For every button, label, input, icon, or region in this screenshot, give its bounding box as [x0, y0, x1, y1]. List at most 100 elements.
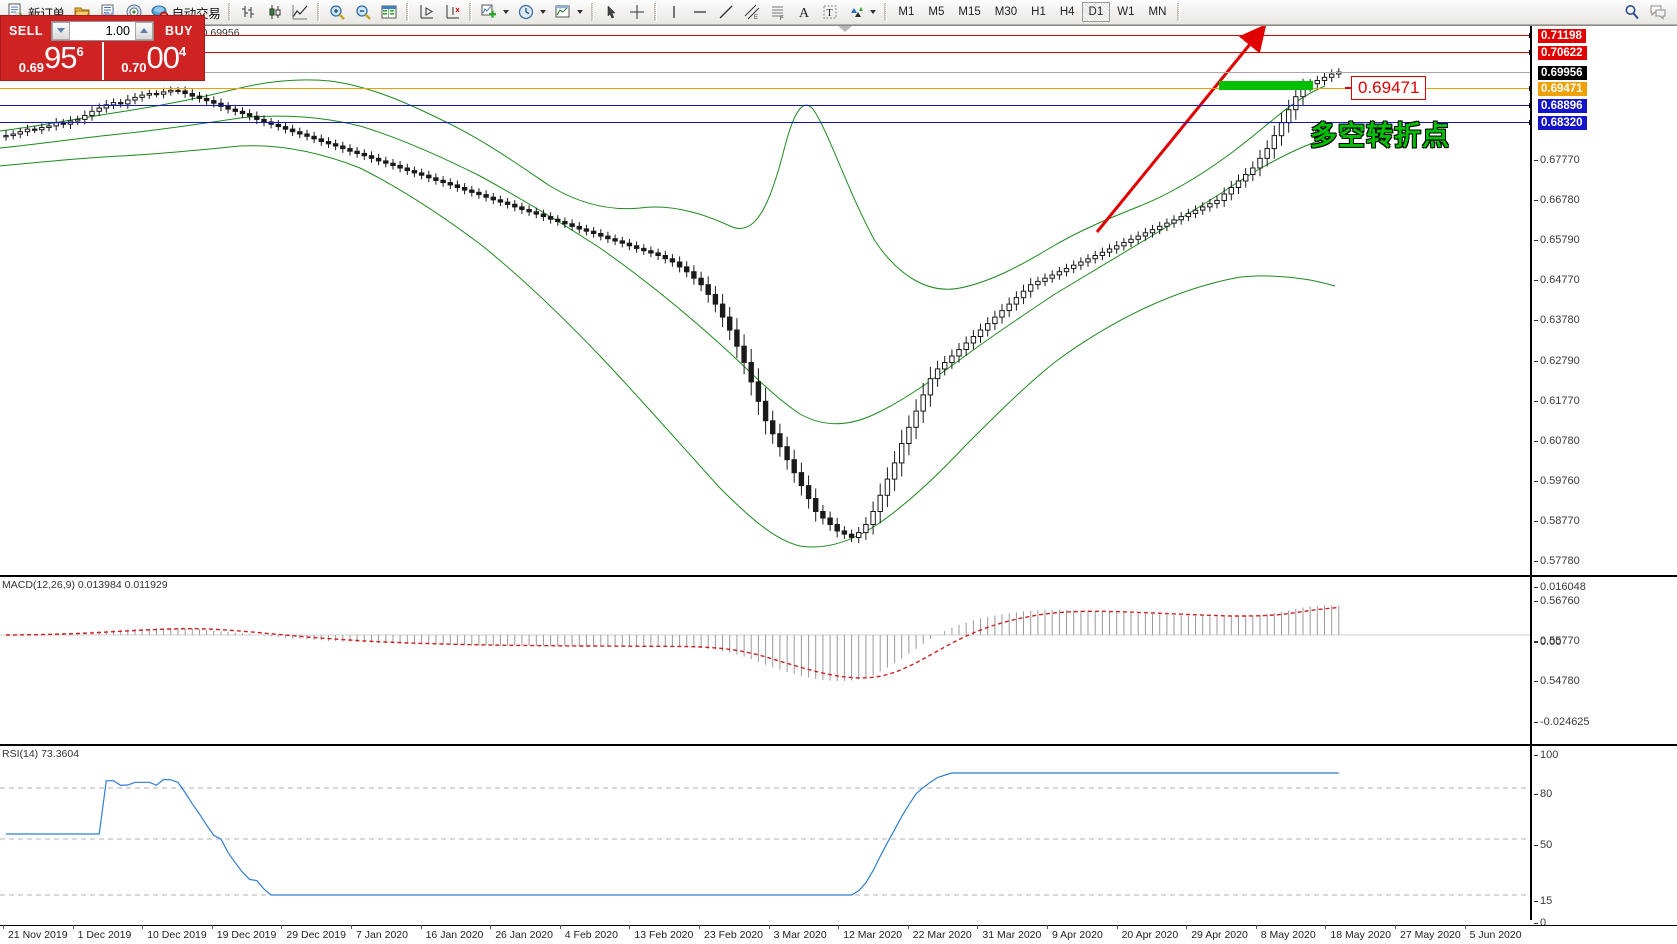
price-axis-tick: 0.66780 [1534, 194, 1580, 207]
price-axis[interactable]: 0.71198 0.70622 0.69956 0.69471 0.68896 … [1530, 26, 1677, 929]
date-axis-tick: 29 Dec 2019 [281, 925, 346, 941]
main-toolbar: 新订单 [0, 0, 1677, 25]
price-axis-tick: 0.65790 [1534, 234, 1580, 247]
crosshair-tool-button[interactable] [624, 1, 650, 23]
date-axis-tick: 29 Apr 2020 [1186, 925, 1248, 941]
timeframe-w1[interactable]: W1 [1110, 2, 1141, 22]
price-line-071198[interactable] [0, 33, 1530, 38]
chevron-down-icon[interactable] [577, 10, 584, 14]
timeframe-label: H1 [1031, 6, 1046, 18]
rsi-pane-divider[interactable] [0, 744, 1677, 746]
chart-annotation-text[interactable]: 多空转折点 [1310, 121, 1450, 151]
timeframe-group: M1 M5 M15 M30 H1 H4 D1 W1 MN [891, 2, 1173, 22]
line-handle[interactable] [1529, 86, 1530, 91]
date-axis-tick: 8 May 2020 [1255, 925, 1316, 941]
line-handle[interactable] [1529, 33, 1530, 38]
chat-button[interactable] [1645, 1, 1671, 23]
volume-increment-button[interactable] [135, 21, 153, 40]
timeframe-m15[interactable]: M15 [951, 2, 987, 22]
sell-price-button[interactable]: 0.69 95 6 [1, 42, 102, 80]
price-line-068320[interactable] [0, 120, 1530, 125]
window-splitter-marker[interactable] [838, 26, 852, 32]
chart-shift-button[interactable] [439, 1, 465, 23]
line-handle[interactable] [1529, 50, 1530, 55]
chat-icon [1649, 3, 1667, 21]
grid-icon [380, 3, 398, 21]
toolbar-separator [654, 3, 658, 21]
vertical-line-tool-button[interactable] [661, 1, 687, 23]
timeframe-h4[interactable]: H4 [1053, 2, 1082, 22]
timeframe-m1[interactable]: M1 [891, 2, 921, 22]
toolbar-separator [469, 3, 473, 21]
price-line-069471[interactable] [0, 86, 1530, 91]
bar-chart-button[interactable] [235, 1, 261, 23]
date-axis-tick: 13 Feb 2020 [629, 925, 694, 941]
chevron-down-icon[interactable] [503, 10, 510, 14]
buy-price-fraction: 4 [179, 44, 187, 59]
timeframe-m30[interactable]: M30 [988, 2, 1024, 22]
price-callout[interactable]: 0.69471 [1344, 76, 1427, 100]
search-icon [1623, 3, 1641, 21]
trendline-tool-button[interactable] [713, 1, 739, 23]
support-zone-highlight[interactable] [1219, 81, 1313, 90]
chevron-down-icon[interactable] [870, 10, 877, 14]
price-axis-tick: 0.59760 [1534, 474, 1580, 487]
templates-button[interactable] [550, 1, 587, 23]
price-axis-tick: 0.63780 [1534, 314, 1580, 327]
auto-scroll-icon [417, 3, 435, 21]
svg-text:F: F [780, 16, 784, 21]
buy-price-big: 00 [146, 40, 180, 75]
toolbar-separator [884, 3, 888, 21]
volume-value[interactable]: 1.00 [105, 23, 130, 38]
buy-button-label[interactable]: BUY [165, 23, 193, 38]
search-button[interactable] [1619, 1, 1645, 23]
timeframe-d1[interactable]: D1 [1081, 2, 1111, 22]
arrows-tool-button[interactable] [843, 1, 880, 23]
data-window-button[interactable] [376, 1, 402, 23]
date-axis-tick: 20 Apr 2020 [1116, 925, 1179, 941]
horizontal-line-tool-button[interactable] [687, 1, 713, 23]
rsi-pane[interactable]: RSI(14) 73.3604 [0, 748, 1530, 920]
line-handle[interactable] [1529, 103, 1530, 108]
candlestick-icon [265, 3, 283, 21]
candlestick-chart-button[interactable] [261, 1, 287, 23]
text-label-tool-button[interactable]: T [817, 1, 843, 23]
chart-window[interactable]: AUDUSD-,Daily 0.69399 0.70630 0.69318 0.… [0, 25, 1677, 944]
timeframe-m5[interactable]: M5 [921, 2, 951, 22]
text-tool-button[interactable]: A [791, 1, 817, 23]
price-line-068896[interactable] [0, 103, 1530, 108]
metaeditor-button[interactable] [95, 1, 121, 23]
one-click-trading-panel[interactable]: SELL 1.00 BUY 0.69 95 6 0.70 00 4 [0, 15, 205, 81]
price-tag-069956-current: 0.69956 [1538, 66, 1587, 80]
sell-price-lead: 0.69 [18, 60, 45, 75]
timeframe-h1[interactable]: H1 [1024, 2, 1053, 22]
indicators-button[interactable] [476, 1, 513, 23]
line-handle[interactable] [1529, 120, 1530, 125]
macd-pane[interactable]: MACD(12,26,9) 0.013984 0.011929 [0, 579, 1530, 739]
chevron-down-icon[interactable] [540, 10, 547, 14]
buy-price-button[interactable]: 0.70 00 4 [101, 40, 205, 80]
sell-button-label[interactable]: SELL [9, 23, 43, 38]
date-axis-tick: 21 Nov 2019 [3, 925, 68, 941]
fibonacci-tool-button[interactable]: F [765, 1, 791, 23]
zoom-in-button[interactable] [324, 1, 350, 23]
volume-decrement-button[interactable] [52, 21, 70, 40]
volume-input[interactable]: 1.00 [51, 20, 154, 41]
date-axis[interactable]: 21 Nov 2019 1 Dec 2019 10 Dec 2019 19 Dec 2… [0, 925, 1677, 944]
periods-button[interactable] [513, 1, 550, 23]
zoom-out-button[interactable] [350, 1, 376, 23]
cursor-tool-button[interactable] [598, 1, 624, 23]
macd-pane-divider[interactable] [0, 575, 1677, 577]
line-chart-button[interactable] [287, 1, 313, 23]
equidistant-channel-tool-button[interactable]: E [739, 1, 765, 23]
one-click-trading-header: SELL 1.00 BUY [1, 16, 204, 42]
toolbar-separator [406, 3, 410, 21]
timeframe-mn[interactable]: MN [1142, 2, 1174, 22]
template-icon [554, 3, 572, 21]
rsi-label: RSI(14) 73.3604 [2, 748, 80, 760]
price-axis-tick: 0.58770 [1534, 514, 1580, 527]
price-axis-tick: 0.60780 [1534, 434, 1580, 447]
auto-scroll-button[interactable] [413, 1, 439, 23]
price-chart-pane[interactable] [0, 26, 1530, 576]
price-line-070622[interactable] [0, 50, 1530, 55]
